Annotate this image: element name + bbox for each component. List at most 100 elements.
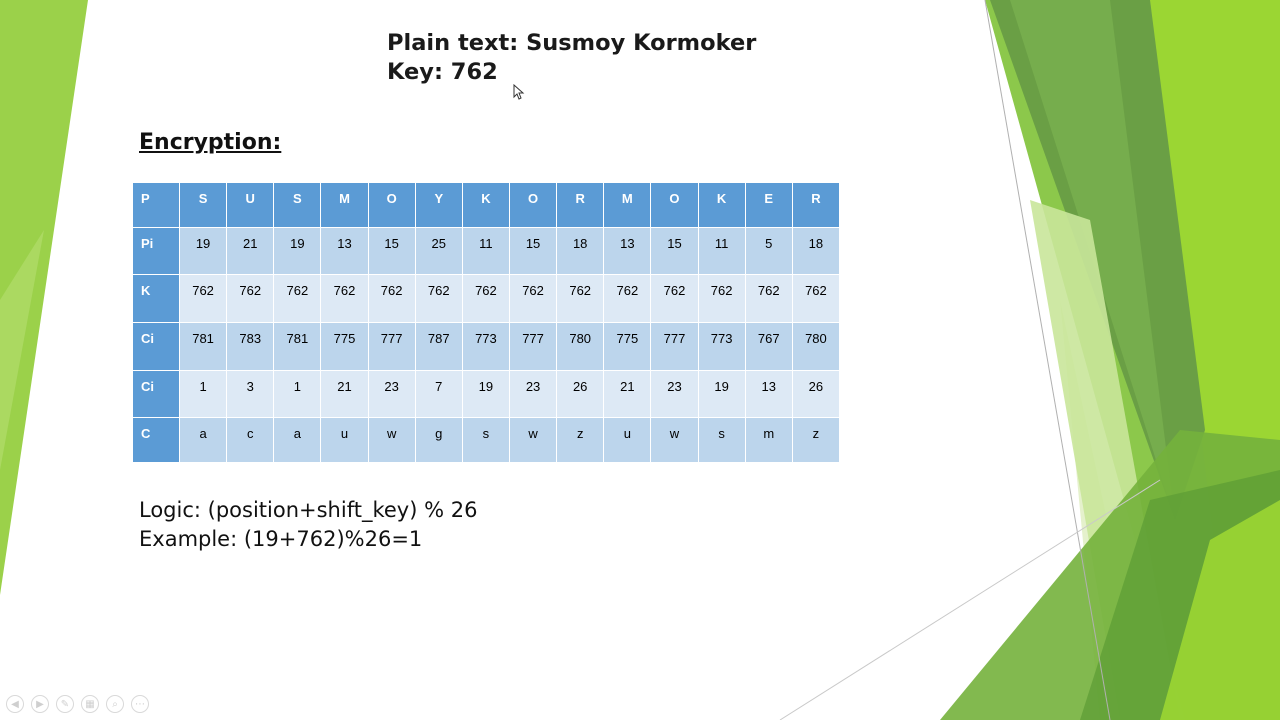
table-cell: 1 bbox=[178, 370, 228, 418]
table-cell: 18 bbox=[791, 227, 841, 275]
table-cell: w bbox=[650, 417, 699, 463]
table-cell: 25 bbox=[414, 227, 463, 275]
table-cell: 762 bbox=[697, 274, 746, 323]
table-cell: 26 bbox=[791, 370, 841, 418]
table-cell: 15 bbox=[508, 227, 558, 275]
table-cell: 787 bbox=[414, 322, 463, 371]
table-cell: O bbox=[508, 182, 558, 228]
encryption-heading: Encryption: bbox=[139, 130, 282, 155]
cipher-table: P S U S M O Y K O R M O K E R Pi 19 21 19 13 15 25 11 15 18 13 15 1… bbox=[132, 182, 841, 463]
table-cell: 767 bbox=[744, 322, 793, 371]
pen-icon[interactable]: ✎ bbox=[56, 695, 74, 713]
table-row: Ci 781 783 781 775 777 787 773 777 780 775 777 773 76… bbox=[132, 322, 841, 371]
row-label: Ci bbox=[132, 370, 180, 418]
table-cell: 762 bbox=[556, 274, 605, 323]
table-cell: 762 bbox=[744, 274, 793, 323]
slides-icon[interactable]: ▦ bbox=[81, 695, 99, 713]
table-cell: 780 bbox=[556, 322, 605, 371]
table-cell: 26 bbox=[556, 370, 605, 418]
table-cell: S bbox=[273, 182, 322, 228]
table-cell: Y bbox=[414, 182, 463, 228]
table-cell: 7 bbox=[414, 370, 463, 418]
table-cell: 19 bbox=[178, 227, 228, 275]
table-cell: U bbox=[226, 182, 275, 228]
table-cell: w bbox=[508, 417, 558, 463]
table-row: Ci 1 3 1 21 23 7 19 23 26 21 23 19 13 26 bbox=[132, 370, 841, 418]
table-cell: u bbox=[603, 417, 652, 463]
table-cell: M bbox=[603, 182, 652, 228]
table-cell: S bbox=[178, 182, 228, 228]
row-label: Pi bbox=[132, 227, 180, 275]
table-cell: 762 bbox=[791, 274, 841, 323]
table-cell: a bbox=[273, 417, 322, 463]
table-cell: 23 bbox=[508, 370, 558, 418]
table-cell: 775 bbox=[603, 322, 652, 371]
table-cell: 1 bbox=[273, 370, 322, 418]
logic-text: Logic: (position+shift_key) % 26 bbox=[139, 498, 478, 522]
table-cell: 762 bbox=[367, 274, 416, 323]
mouse-cursor-icon bbox=[513, 84, 525, 100]
table-cell: E bbox=[744, 182, 793, 228]
table-cell: 21 bbox=[320, 370, 369, 418]
table-cell: w bbox=[367, 417, 416, 463]
example-text: Example: (19+762)%26=1 bbox=[139, 527, 423, 551]
slideshow-toolbar: ◀ ▶ ✎ ▦ ⌕ ⋯ bbox=[6, 695, 149, 713]
table-cell: s bbox=[461, 417, 510, 463]
table-cell: 19 bbox=[697, 370, 746, 418]
table-cell: 780 bbox=[791, 322, 841, 371]
table-cell: 5 bbox=[744, 227, 793, 275]
table-cell: 762 bbox=[273, 274, 322, 323]
plaintext-heading: Plain text: Susmoy Kormoker bbox=[387, 30, 757, 56]
row-label: C bbox=[132, 417, 180, 463]
table-cell: a bbox=[178, 417, 228, 463]
row-label: P bbox=[132, 182, 180, 228]
next-icon[interactable]: ▶ bbox=[31, 695, 49, 713]
table-cell: 762 bbox=[650, 274, 699, 323]
table-cell: O bbox=[650, 182, 699, 228]
table-cell: 15 bbox=[650, 227, 699, 275]
table-cell: 777 bbox=[367, 322, 416, 371]
table-cell: 762 bbox=[508, 274, 558, 323]
key-heading: Key: 762 bbox=[387, 59, 498, 85]
table-cell: 773 bbox=[461, 322, 510, 371]
table-cell: 777 bbox=[508, 322, 558, 371]
previous-icon[interactable]: ◀ bbox=[6, 695, 24, 713]
table-cell: 762 bbox=[603, 274, 652, 323]
table-cell: c bbox=[226, 417, 275, 463]
row-label: Ci bbox=[132, 322, 180, 371]
table-cell: 13 bbox=[320, 227, 369, 275]
zoom-icon[interactable]: ⌕ bbox=[106, 695, 124, 713]
table-cell: 23 bbox=[367, 370, 416, 418]
row-label: K bbox=[132, 274, 180, 323]
table-cell: z bbox=[791, 417, 841, 463]
table-row: Pi 19 21 19 13 15 25 11 15 18 13 15 11 5 18 bbox=[132, 227, 841, 275]
table-cell: 19 bbox=[273, 227, 322, 275]
table-cell: O bbox=[367, 182, 416, 228]
table-cell: z bbox=[556, 417, 605, 463]
table-cell: 21 bbox=[226, 227, 275, 275]
table-cell: 19 bbox=[461, 370, 510, 418]
table-cell: 11 bbox=[697, 227, 746, 275]
table-cell: K bbox=[461, 182, 510, 228]
table-row: K 762 762 762 762 762 762 762 762 762 762 762 762 762… bbox=[132, 274, 841, 323]
table-cell: 13 bbox=[744, 370, 793, 418]
table-cell: 13 bbox=[603, 227, 652, 275]
table-cell: g bbox=[414, 417, 463, 463]
table-cell: 3 bbox=[226, 370, 275, 418]
table-cell: u bbox=[320, 417, 369, 463]
table-cell: m bbox=[744, 417, 793, 463]
table-cell: 762 bbox=[414, 274, 463, 323]
table-cell: 762 bbox=[320, 274, 369, 323]
table-cell: 23 bbox=[650, 370, 699, 418]
table-cell: 777 bbox=[650, 322, 699, 371]
table-cell: M bbox=[320, 182, 369, 228]
table-cell: 762 bbox=[178, 274, 228, 323]
more-icon[interactable]: ⋯ bbox=[131, 695, 149, 713]
table-cell: s bbox=[697, 417, 746, 463]
table-cell: R bbox=[791, 182, 841, 228]
table-cell: 11 bbox=[461, 227, 510, 275]
table-cell: 781 bbox=[178, 322, 228, 371]
